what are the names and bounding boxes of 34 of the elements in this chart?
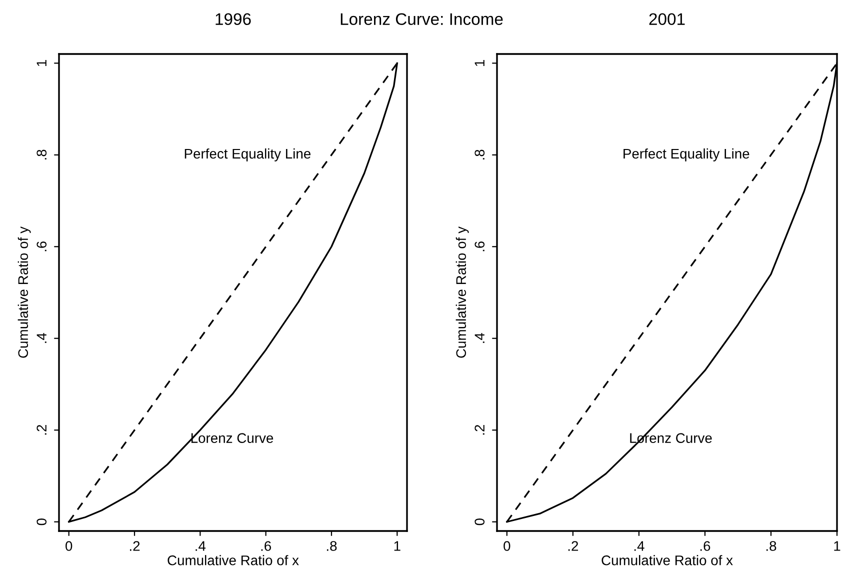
y-tick-label: .4: [36, 332, 46, 343]
x-tick-label: 1: [394, 541, 400, 551]
y-tick-label: .8: [474, 150, 485, 160]
chart-title: 1996: [216, 13, 251, 26]
y-axis-title: Cumulative Ratio of y: [456, 226, 469, 358]
y-axis-title: Cumulative Ratio of y: [18, 226, 31, 358]
x-tick-label: .4: [634, 541, 644, 551]
chart-title: 2001: [649, 13, 685, 26]
series-label: Perfect Equality Line: [184, 148, 311, 162]
series-label: Perfect Equality Line: [624, 148, 750, 162]
x-tick-label: .8: [326, 541, 337, 551]
y-tick-label: .6: [474, 241, 485, 252]
y-tick-label: .6: [36, 241, 47, 252]
x-tick-label: .4: [196, 541, 206, 551]
y-tick-label: 0: [36, 518, 47, 526]
y-tick-label: 1: [36, 60, 46, 66]
y-tick-label: .4: [474, 332, 484, 343]
series-label: Lorenz Curve: [191, 433, 274, 443]
y-tick-label: .8: [36, 150, 47, 160]
x-axis-title: Cumulative Ratio of x: [602, 555, 733, 566]
x-tick-label: .6: [700, 541, 710, 551]
x-tick-label: .6: [261, 541, 272, 551]
y-tick-label: 0: [474, 518, 485, 526]
x-tick-label: 0: [66, 541, 72, 551]
x-tick-label: .8: [766, 541, 776, 551]
x-tick-label: .2: [568, 541, 578, 551]
text: Lorenz Curve: Income: [340, 13, 503, 26]
x-axis-title: Cumulative Ratio of x: [168, 555, 299, 566]
x-tick-label: 0: [504, 541, 510, 551]
y-tick-label: .2: [36, 425, 46, 435]
y-tick-label: 1: [474, 60, 484, 66]
x-tick-label: 1: [834, 541, 840, 551]
y-tick-label: .2: [474, 425, 484, 435]
x-tick-label: .2: [130, 541, 140, 551]
